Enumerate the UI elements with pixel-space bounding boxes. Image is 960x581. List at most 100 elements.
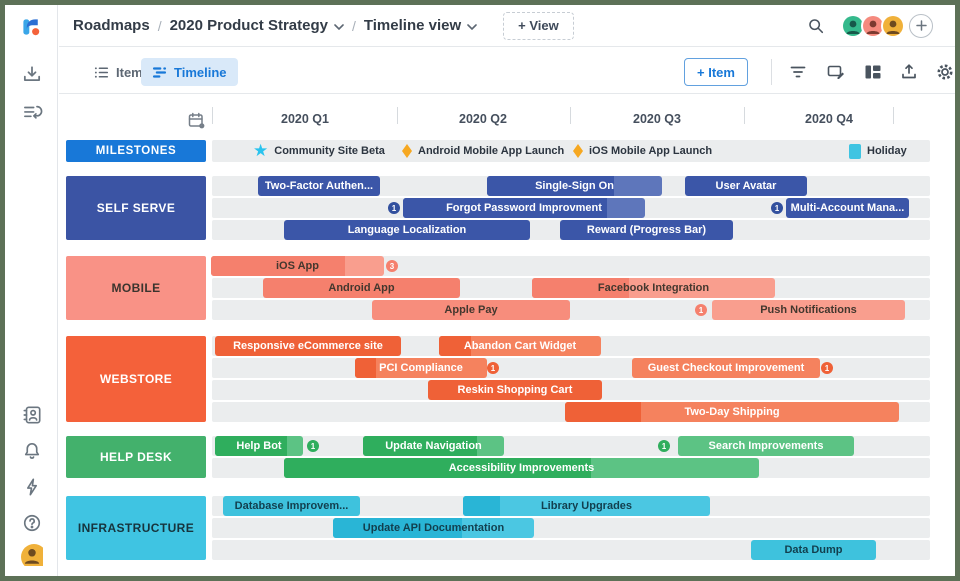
bar-label: Database Improvem...	[234, 500, 349, 512]
roadmap-item-bar[interactable]: PCI Compliance	[355, 358, 487, 378]
roadmap-item-bar[interactable]: iOS App	[211, 256, 384, 276]
roadmap-item-bar[interactable]: Multi-Account Mana...	[786, 198, 909, 218]
roadmap-item-bar[interactable]: Facebook Integration	[532, 278, 775, 298]
settings-button[interactable]	[935, 62, 955, 82]
teammate-avatar-3[interactable]	[881, 13, 905, 38]
filter-button[interactable]	[788, 62, 808, 82]
group-header-help-desk[interactable]: HELP DESK	[66, 436, 206, 478]
import-button[interactable]	[21, 64, 43, 86]
view-toolbar: Items Timeline + Item	[59, 48, 955, 94]
roadmap-item-bar[interactable]: Abandon Cart Widget	[439, 336, 601, 356]
roadmap-item-bar[interactable]: Single-Sign On	[487, 176, 662, 196]
bar-label: iOS App	[276, 260, 319, 272]
roadmap-item-bar[interactable]: Update API Documentation	[333, 518, 534, 538]
roadmap-item-bar[interactable]: Database Improvem...	[223, 496, 360, 516]
group-header-mobile[interactable]: MOBILE	[66, 256, 206, 320]
bar-label: Facebook Integration	[597, 282, 710, 294]
group-header-self-serve[interactable]: SELF SERVE	[66, 176, 206, 240]
search-button[interactable]	[807, 17, 825, 35]
sidebar-item-timeline-active[interactable]	[18, 130, 55, 167]
roadmap-item-bar[interactable]: User Avatar	[685, 176, 807, 196]
roadmap-item-bar[interactable]: Guest Checkout Improvement	[632, 358, 820, 378]
help-icon	[23, 514, 41, 532]
milestone-label: Android Mobile App Launch	[418, 145, 565, 157]
bell-icon	[24, 443, 40, 459]
export-button[interactable]	[899, 62, 919, 82]
bar-label: Search Improvements	[708, 440, 824, 452]
bar-progress-segment	[355, 358, 376, 378]
roadmap-item-bar[interactable]: Library Upgrades	[463, 496, 710, 516]
person-icon	[883, 15, 903, 36]
layout-button[interactable]	[863, 62, 883, 82]
quarter-divider	[570, 107, 571, 124]
group-header-infrastructure[interactable]: INFRASTRUCTURE	[66, 496, 206, 560]
milestone-label: Community Site Beta	[274, 145, 385, 157]
bar-label: PCI Compliance	[379, 362, 463, 374]
key-date-badge[interactable]: 1	[307, 440, 319, 452]
breadcrumb: Roadmaps / 2020 Product Strategy / Timel…	[73, 17, 477, 35]
diamond-milestone-icon	[402, 144, 412, 158]
roadmap-item-bar[interactable]: Search Improvements	[678, 436, 854, 456]
milestones-header[interactable]: MILESTONES	[66, 140, 206, 162]
backlog-button[interactable]	[21, 102, 43, 124]
import-icon	[23, 66, 41, 82]
breadcrumb-roadmap-name[interactable]: 2020 Product Strategy	[169, 17, 328, 34]
notifications-button[interactable]	[21, 440, 43, 462]
bar-progress-segment	[487, 176, 614, 196]
breadcrumb-view-name[interactable]: Timeline view	[363, 17, 462, 34]
breadcrumb-separator: /	[157, 17, 162, 34]
add-view-button[interactable]: + View	[503, 11, 574, 40]
roadmunk-logo-icon	[23, 19, 40, 36]
milestone-item[interactable]: Holiday	[849, 140, 907, 162]
quarter-label: 2020 Q2	[459, 112, 507, 126]
milestone-item[interactable]: iOS Mobile App Launch	[573, 140, 712, 162]
roadmap-item-bar[interactable]: Responsive eCommerce site	[215, 336, 401, 356]
help-button[interactable]	[21, 512, 43, 534]
chevron-down-icon[interactable]	[467, 17, 477, 35]
bar-label: Responsive eCommerce site	[233, 340, 383, 352]
tab-timeline[interactable]: Timeline	[141, 58, 238, 86]
bar-label: Data Dump	[784, 544, 843, 556]
milestone-item[interactable]: Android Mobile App Launch	[402, 140, 564, 162]
roadmap-item-bar[interactable]: Update Navigation	[363, 436, 504, 456]
key-date-badge[interactable]: 1	[821, 362, 833, 374]
roadmap-item-bar[interactable]: Reward (Progress Bar)	[560, 220, 733, 240]
roadmap-item-bar[interactable]: Two-Factor Authen...	[258, 176, 380, 196]
roadmunk-logo[interactable]	[20, 16, 46, 42]
roadmap-item-bar[interactable]: Language Localization	[284, 220, 530, 240]
quarter-divider	[212, 107, 213, 124]
roadmap-item-bar[interactable]: Reskin Shopping Cart	[428, 380, 602, 400]
contacts-button[interactable]	[21, 404, 43, 426]
milestone-item[interactable]: ★ Community Site Beta	[253, 140, 385, 162]
filter-icon	[790, 66, 806, 78]
add-user-button[interactable]	[909, 13, 933, 38]
roadmap-item-bar[interactable]: Android App	[263, 278, 460, 298]
key-date-badge[interactable]: 3	[386, 260, 398, 272]
quarter-divider	[744, 107, 745, 124]
diamond-milestone-icon	[573, 144, 583, 158]
roadmap-item-bar[interactable]: Push Notifications	[712, 300, 905, 320]
activity-button[interactable]	[21, 476, 43, 498]
key-date-badge[interactable]: 1	[388, 202, 400, 214]
roadmap-item-bar[interactable]: Data Dump	[751, 540, 876, 560]
breadcrumb-roadmaps[interactable]: Roadmaps	[73, 17, 150, 34]
chevron-down-icon[interactable]	[334, 17, 344, 35]
roadmap-item-bar[interactable]: Two-Day Shipping	[565, 402, 899, 422]
roadmap-item-bar[interactable]: Accessibility Improvements	[284, 458, 759, 478]
header-bar: Roadmaps / 2020 Product Strategy / Timel…	[59, 5, 955, 47]
roadmap-item-bar[interactable]: Help Bot	[215, 436, 303, 456]
key-date-badge[interactable]: 1	[658, 440, 670, 452]
row-strip	[212, 540, 930, 560]
plus-icon	[915, 20, 927, 31]
group-header-webstore[interactable]: WEBSTORE	[66, 336, 206, 422]
key-date-badge[interactable]: 1	[695, 304, 707, 316]
date-settings-button[interactable]	[187, 111, 207, 131]
roadmap-item-bar[interactable]: Forgot Password Improvment	[403, 198, 645, 218]
add-item-button[interactable]: + Item	[684, 58, 748, 86]
toolbar-divider	[771, 59, 772, 85]
user-avatar[interactable]	[21, 544, 47, 570]
format-button[interactable]	[826, 62, 846, 82]
roadmap-item-bar[interactable]: Apple Pay	[372, 300, 570, 320]
key-date-badge[interactable]: 1	[771, 202, 783, 214]
key-date-badge[interactable]: 1	[487, 362, 499, 374]
